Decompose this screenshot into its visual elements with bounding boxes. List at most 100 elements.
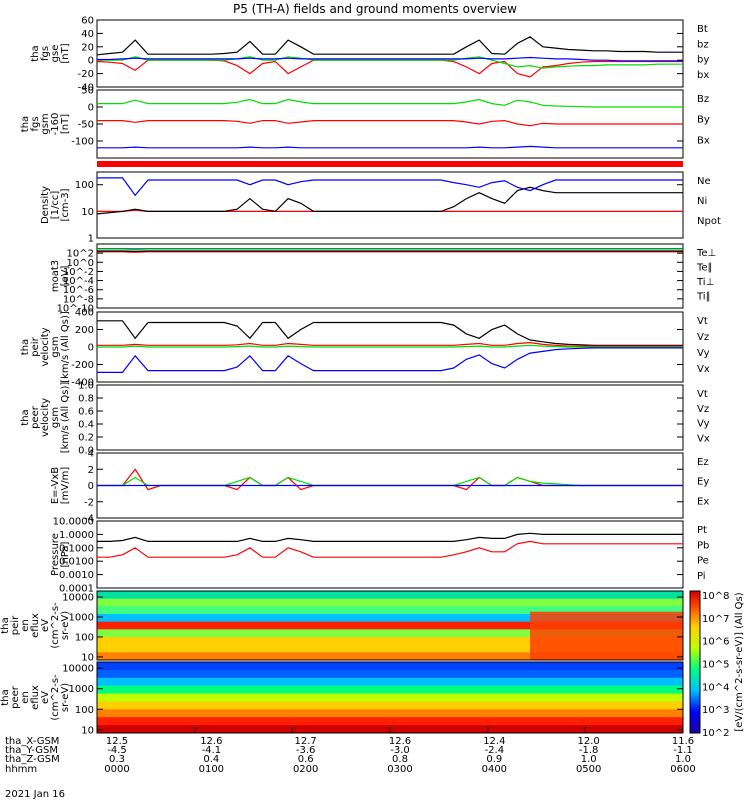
y-tick-label: 10000 <box>62 593 94 604</box>
series-line-Vz <box>97 341 683 347</box>
series-line-Vy <box>97 344 683 348</box>
x-axis-row-label: tha_Y-GSM <box>5 745 58 756</box>
y-axis-label: [1/cc] <box>50 191 61 220</box>
y-axis-label: tha <box>20 116 31 132</box>
y-tick-label: 10^-6 <box>63 285 94 296</box>
legend-entry: by <box>697 55 709 66</box>
colorbar-label: [eV/(cm^2-s-sr-eV)] (All Qs) <box>734 592 745 731</box>
panel-velocity_1: 400 200 0 -200 -400 tha peir velocity gsm [km/s (… <box>20 308 710 389</box>
series-line-bz <box>96 59 683 78</box>
series-line-Te⊥ <box>97 251 683 253</box>
panel-peir_spectrogram: 10000 1000 100 10 tha peir en eflux eV (cm^2-s-sr… <box>0 590 684 663</box>
y-tick-label: -50 <box>78 120 94 131</box>
y-tick-label: -400 <box>71 378 94 389</box>
spectrogram-band <box>97 606 683 615</box>
legend-entry: Ni <box>697 196 707 207</box>
panel-frame <box>96 590 684 661</box>
y-tick-label: 4 <box>88 449 94 460</box>
spectrogram-band <box>97 677 683 687</box>
colorbar-tick-label: 10^2 <box>702 728 729 739</box>
x-axis-value: 12.6 <box>200 736 222 747</box>
y-tick-label: 0.0010 <box>59 570 94 581</box>
y-tick-label: 10 <box>81 207 94 218</box>
y-tick-label: 50 <box>81 86 94 97</box>
panel-frame <box>96 19 684 88</box>
y-tick-label: 10 <box>81 652 94 663</box>
y-tick-label: 10^-8 <box>63 294 94 305</box>
y-tick-label: 1000 <box>69 612 94 623</box>
y-tick-label: 0.8 <box>78 394 94 405</box>
x-axis-value: -1.8 <box>579 745 599 756</box>
panel-frame <box>96 171 684 239</box>
series-line-Pb <box>97 540 683 558</box>
x-axis-table: tha_X-GSMtha_Y-GSMtha_Z-GSMhhmm12.5-4.50… <box>5 727 696 775</box>
legend-entry: Ti∥ <box>696 292 711 303</box>
legend-entry: Vz <box>697 404 709 415</box>
x-axis-value: 0000 <box>104 764 129 775</box>
series-line-Bz <box>97 119 683 127</box>
y-axis-label: eflux <box>30 613 41 638</box>
series-line-Vx <box>97 347 683 373</box>
legend-entry: Vx <box>697 364 710 375</box>
x-axis-value: 12.0 <box>578 736 600 747</box>
figure-title: P5 (TH-A) fields and ground moments over… <box>233 2 517 16</box>
spectrogram-band <box>97 614 683 623</box>
x-axis-value: 0400 <box>482 764 507 775</box>
y-tick-label: 0 <box>88 103 94 114</box>
panel-density: 100 10 1 Density [1/cc] [cm-3] Ne Ni Npot <box>40 171 721 245</box>
x-axis-value: 12.7 <box>295 736 317 747</box>
legend-entry: Bz <box>697 94 709 105</box>
legend-entry: Ti⊥ <box>696 277 714 288</box>
y-axis-label: eflux <box>30 685 41 710</box>
y-axis-label: gsm <box>50 336 61 357</box>
panel-fgs_gse: 60 40 20 0 -20 -40 tha fgs gse [nT] Bt bz by bx <box>30 16 709 94</box>
colorbar-tick-label: 10^7 <box>702 614 729 625</box>
x-axis-value: 1.0 <box>675 754 691 765</box>
y-axis-label: en <box>20 691 31 704</box>
legend-entry: Vy <box>697 419 710 430</box>
legend-entry: bx <box>697 70 709 81</box>
panel-pressure: 10.0000 1.0000 0.1000 0.0100 0.0010 0.0001 Pre… <box>50 517 709 595</box>
y-tick-label: 0.0 <box>78 446 94 457</box>
y-tick-label: 10^-4 <box>63 276 94 287</box>
x-axis-value: 0.8 <box>392 754 408 765</box>
series-line-Ez <box>97 468 683 491</box>
panel-efield: 4 2 0 -2 -4 E=-VxB [mV/m] Ez Ey Ex <box>50 449 709 525</box>
y-tick-label: 1 <box>88 234 94 245</box>
colorbar-tick-label: 10^4 <box>702 682 729 693</box>
y-axis-label: peir <box>10 615 21 635</box>
y-tick-label: 10^-2 <box>63 267 94 278</box>
panel-velocity_2: 1.0 0.8 0.6 0.4 0.2 0.0 tha peer velocity gsm [km/… <box>20 381 710 457</box>
series-line-Npot <box>97 177 683 197</box>
x-axis-value: 0.9 <box>486 754 502 765</box>
y-tick-label: 400 <box>75 308 94 319</box>
y-tick-label: 0.0100 <box>59 557 94 568</box>
y-tick-label: -100 <box>71 137 94 148</box>
y-axis-label: [km/s (All Qs)] <box>60 382 71 454</box>
x-axis-value: -1.1 <box>673 745 693 756</box>
colorbar-tick-label: 10^3 <box>702 705 729 716</box>
series-line-Ti∥ <box>97 248 683 251</box>
legend-entry: Pb <box>697 540 709 551</box>
y-tick-label: 0 <box>88 343 94 354</box>
spectrogram-band <box>97 598 683 607</box>
legend-entry: Ez <box>697 457 709 468</box>
legend-entry: bz <box>697 39 709 50</box>
legend-entry: Bt <box>697 24 708 35</box>
y-tick-label: 200 <box>75 325 94 336</box>
y-tick-label: -200 <box>71 360 94 371</box>
series-line-By <box>97 98 683 108</box>
legend-entry: Vx <box>697 433 710 444</box>
series-line-bx <box>97 56 683 62</box>
y-axis-label: gse <box>50 45 61 63</box>
y-tick-label: 10^2 <box>67 249 94 260</box>
y-axis-label: tha <box>0 689 11 705</box>
x-axis-value: -2.4 <box>485 745 505 756</box>
y-axis-label: Density <box>40 186 51 224</box>
y-axis-label: fgs <box>30 116 41 131</box>
x-axis-value: 12.4 <box>483 736 505 747</box>
y-tick-label: 0.4 <box>78 420 94 431</box>
x-axis-value: 0600 <box>670 764 695 775</box>
